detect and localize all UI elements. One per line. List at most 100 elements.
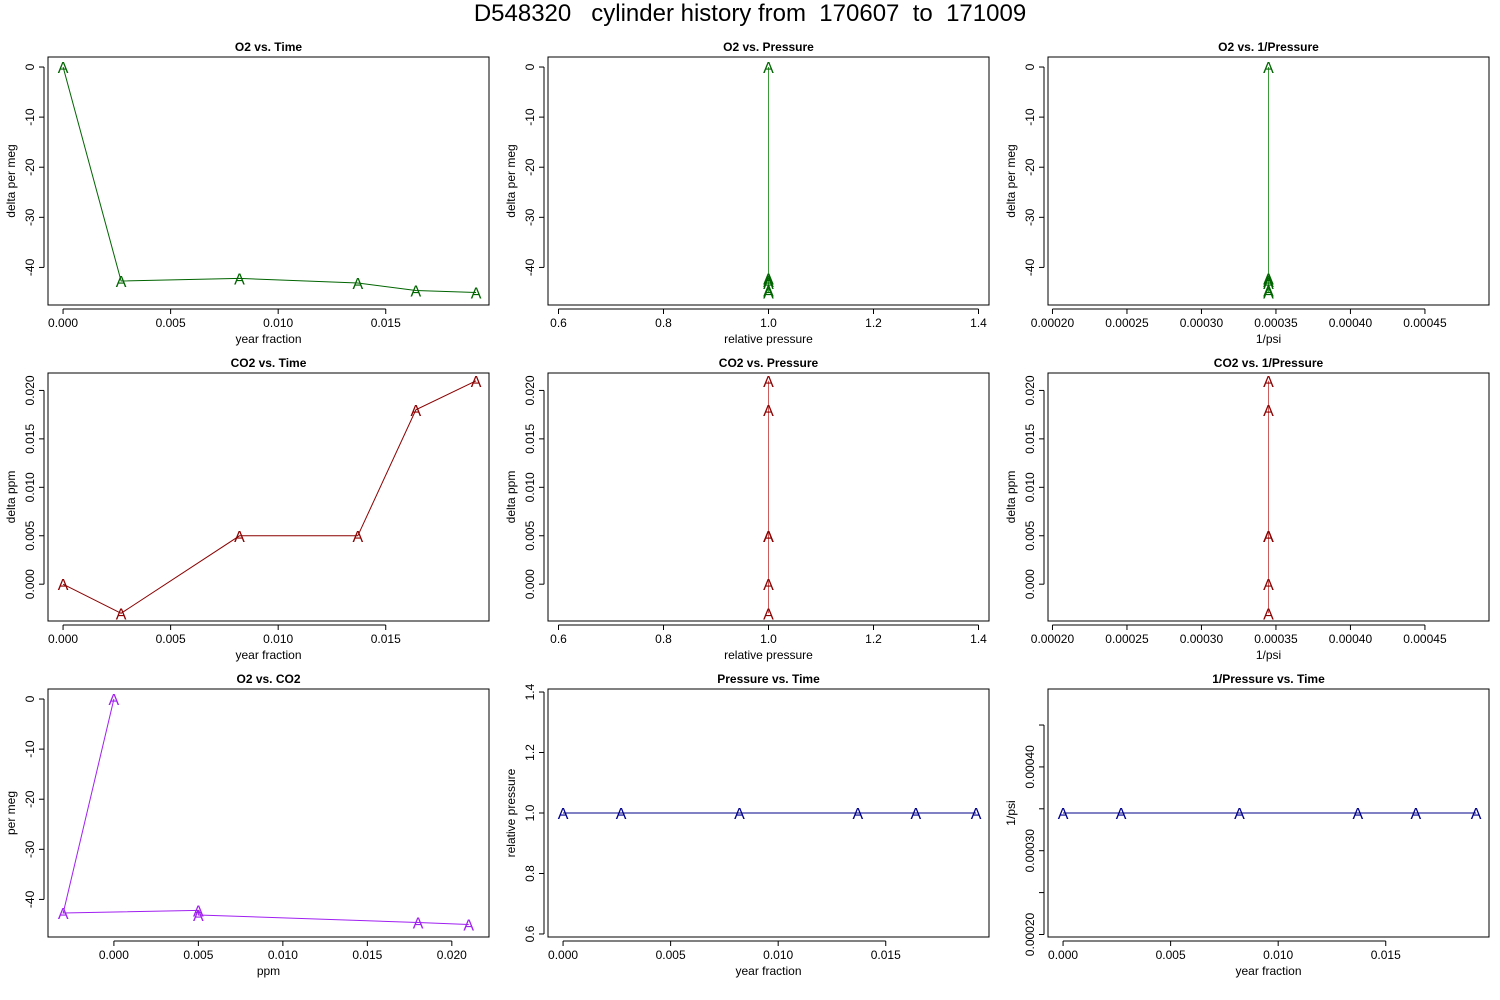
x-tick-label: 0.015 <box>1371 948 1401 962</box>
data-point: A <box>1352 806 1363 823</box>
y-tick-label: 0.000 <box>1023 569 1037 599</box>
y-tick-label: 0.000 <box>523 569 537 599</box>
x-tick-label: 0.00045 <box>1403 316 1447 330</box>
panel-title: O2 vs. 1/Pressure <box>1218 40 1319 54</box>
data-point: A <box>1058 806 1069 823</box>
y-axis-label: delta per meg <box>4 144 18 217</box>
x-tick-label: 0.00020 <box>1031 632 1075 646</box>
plot-frame <box>547 372 990 622</box>
data-point: A <box>193 903 204 920</box>
data-point: A <box>1263 374 1274 391</box>
y-axis-label: per meg <box>4 791 18 835</box>
x-tick-label: 0.8 <box>655 316 672 330</box>
x-tick-label: 0.6 <box>550 632 567 646</box>
x-axis-label: relative pressure <box>724 332 813 346</box>
plot-frame <box>47 688 490 938</box>
y-tick-label: 0.020 <box>523 375 537 405</box>
x-tick-label: 0.00035 <box>1254 316 1298 330</box>
y-tick-label: 0.005 <box>23 520 37 550</box>
chart-panels: O2 vs. Time 0.000 0.005 0.010 0.015 year frac… <box>4 40 1490 978</box>
data-point: A <box>763 529 774 546</box>
y-tick-label: 1.2 <box>523 744 537 761</box>
x-tick-label: 0.010 <box>263 632 293 646</box>
plot-frame <box>47 56 490 306</box>
y-axis-label: delta per meg <box>504 144 518 217</box>
data-point: A <box>234 271 245 288</box>
y-tick-label: -30 <box>23 208 37 226</box>
data-point: A <box>763 285 774 302</box>
x-tick-label: 0.00035 <box>1254 632 1298 646</box>
x-tick-label: 0.00025 <box>1105 632 1149 646</box>
panel-title: O2 vs. Time <box>235 40 302 54</box>
x-tick-label: 0.015 <box>371 632 401 646</box>
data-point: A <box>463 917 474 934</box>
x-axis-label: year fraction <box>735 964 801 978</box>
plot-frame <box>1047 688 1490 938</box>
y-tick-label: -20 <box>23 790 37 808</box>
y-tick-label: -30 <box>1023 208 1037 226</box>
data-point: A <box>58 906 69 923</box>
x-tick-label: 0.000 <box>99 948 129 962</box>
data-point: A <box>352 529 363 546</box>
data-point: A <box>1263 60 1274 77</box>
y-tick-label: 0.00030 <box>1023 829 1037 873</box>
data-point: A <box>1411 806 1422 823</box>
data-point: A <box>1263 276 1274 293</box>
x-tick-label: 0.00020 <box>1031 316 1075 330</box>
chart-panel: CO2 vs. Time 0.000 0.005 0.010 0.015 year fra… <box>4 356 490 662</box>
x-tick-label: 0.00025 <box>1105 316 1149 330</box>
x-tick-label: 0.005 <box>183 948 213 962</box>
x-axis-label: year fraction <box>235 648 301 662</box>
y-tick-label: 0.8 <box>523 865 537 882</box>
panel-title: CO2 vs. Pressure <box>719 356 819 370</box>
data-point: A <box>763 403 774 420</box>
chart-panel: O2 vs. 1/Pressure 0.00020 0.00025 0.00030 0.… <box>1004 40 1490 346</box>
x-tick-label: 0.6 <box>550 316 567 330</box>
x-tick-label: 0.010 <box>268 948 298 962</box>
data-point: A <box>971 806 982 823</box>
y-tick-label: 0.020 <box>23 375 37 405</box>
chart-panel: O2 vs. CO2 0.000 0.005 0.010 0.015 0.020 ppm 0 -… <box>4 672 490 978</box>
panel-title: CO2 vs. Time <box>231 356 307 370</box>
y-tick-label: -30 <box>523 208 537 226</box>
x-tick-label: 0.005 <box>656 948 686 962</box>
series-line <box>62 380 477 614</box>
x-tick-label: 0.010 <box>763 948 793 962</box>
series-line <box>62 66 477 293</box>
data-point: A <box>616 806 627 823</box>
plot-frame <box>547 688 990 938</box>
y-tick-label: 0.005 <box>523 520 537 550</box>
x-tick-label: 0.010 <box>263 316 293 330</box>
y-tick-label: 0 <box>1023 63 1037 70</box>
x-tick-label: 0.00030 <box>1180 316 1224 330</box>
y-tick-label: 0.00040 <box>1023 745 1037 789</box>
y-axis-label: 1/psi <box>1004 800 1018 825</box>
panel-title: 1/Pressure vs. Time <box>1212 672 1325 686</box>
data-point: A <box>558 806 569 823</box>
x-axis-label: year fraction <box>1235 964 1301 978</box>
data-point: A <box>109 692 120 709</box>
chart-panel: O2 vs. Pressure 0.6 0.8 1.0 1.2 1.4 relative p… <box>504 40 990 346</box>
y-axis-label: delta ppm <box>4 471 18 524</box>
x-tick-label: 0.020 <box>437 948 467 962</box>
data-point: A <box>234 529 245 546</box>
y-tick-label: 0.005 <box>1023 520 1037 550</box>
y-tick-label: -10 <box>23 740 37 758</box>
x-tick-label: 0.000 <box>48 316 78 330</box>
data-point: A <box>1263 283 1274 300</box>
y-tick-label: -20 <box>523 158 537 176</box>
y-tick-label: -10 <box>1023 108 1037 126</box>
chart-panel: Pressure vs. Time 0.000 0.005 0.010 0.015 yea… <box>504 672 990 978</box>
data-point: A <box>116 274 127 291</box>
y-tick-label: -40 <box>523 258 537 276</box>
y-tick-label: 0.6 <box>523 925 537 942</box>
y-tick-label: -20 <box>1023 158 1037 176</box>
x-tick-label: 1.0 <box>760 632 777 646</box>
y-tick-label: -10 <box>523 108 537 126</box>
data-point: A <box>471 374 482 391</box>
panel-title: Pressure vs. Time <box>717 672 820 686</box>
data-point: A <box>1263 606 1274 623</box>
page-title: D548320 cylinder history from 170607 to … <box>473 0 1027 27</box>
y-tick-label: 0.010 <box>523 472 537 502</box>
y-tick-label: 0.015 <box>1023 424 1037 454</box>
